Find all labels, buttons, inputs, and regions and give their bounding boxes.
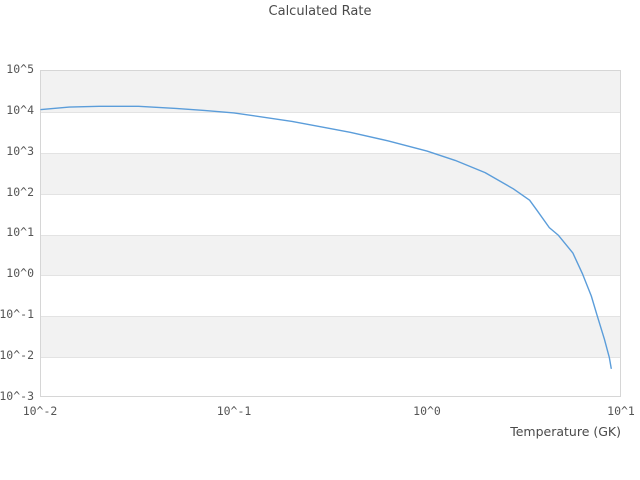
gridline bbox=[41, 152, 620, 154]
gridline bbox=[41, 111, 620, 113]
gridline bbox=[41, 193, 620, 195]
chart-canvas bbox=[40, 105, 612, 369]
gridline bbox=[41, 234, 620, 236]
plot-area bbox=[40, 70, 621, 397]
y-tick-label: 10^0 bbox=[6, 266, 34, 280]
x-axis-label: Temperature (GK) bbox=[510, 424, 621, 439]
grid-band bbox=[41, 234, 620, 276]
chart-title: Calculated Rate bbox=[268, 4, 372, 19]
gridline bbox=[41, 357, 620, 359]
y-tick-label: 10^2 bbox=[6, 185, 34, 199]
gridline bbox=[41, 275, 620, 277]
y-tick-label: 10^3 bbox=[6, 144, 34, 158]
grid-band bbox=[41, 316, 620, 358]
grid-band bbox=[41, 152, 620, 194]
y-tick-label: 10^-2 bbox=[0, 348, 34, 362]
y-tick-label: 10^4 bbox=[6, 103, 34, 117]
y-tick-label: 10^-3 bbox=[0, 389, 34, 403]
x-tick-label: 10^1 bbox=[607, 404, 635, 418]
x-tick-label: 10^0 bbox=[413, 404, 441, 418]
rate-line bbox=[40, 105, 612, 369]
y-tick-label: 10^1 bbox=[6, 225, 34, 239]
x-tick-label: 10^-1 bbox=[216, 404, 252, 418]
x-tick-label: 10^-2 bbox=[22, 404, 58, 418]
grid-band bbox=[41, 71, 620, 112]
y-tick-label: 10^-1 bbox=[0, 307, 34, 321]
gridline bbox=[41, 316, 620, 318]
y-tick-label: 10^5 bbox=[6, 62, 34, 76]
